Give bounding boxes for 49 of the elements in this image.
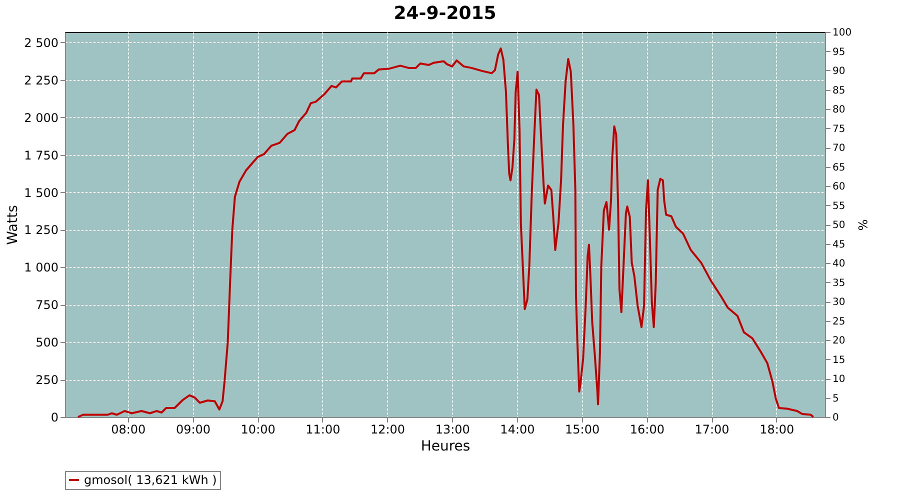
y-tick-label: 2 500 (24, 36, 58, 50)
y2-tick-label: 10 (832, 374, 846, 385)
y2-tick-label: 75 (832, 124, 846, 135)
y-tick-label: 1 250 (24, 223, 58, 238)
x-tick-label: 08:00 (111, 422, 146, 436)
y2-tick-label: 85 (832, 85, 846, 96)
y2-tick-label: 20 (832, 336, 846, 346)
line-series (76, 47, 814, 418)
x-tick-label: 11:00 (306, 422, 340, 436)
x-tick-label: 16:00 (630, 422, 664, 436)
y2-tick-label: 5 (832, 393, 839, 404)
y-tick-label: 250 (36, 373, 58, 388)
y-tick-label: 0 (50, 410, 58, 424)
y-tick-label: 2 250 (24, 73, 58, 88)
legend-label: gmosol( 13,621 kWh ) (84, 473, 217, 487)
x-tick-label: 13:00 (435, 422, 470, 436)
y-axis-title: Watts (5, 205, 22, 245)
y2-tick-label: 80 (832, 104, 846, 116)
y2-tick-label: 0 (832, 412, 839, 424)
x-tick-label: 14:00 (500, 422, 535, 436)
y2-tick-label: 70 (832, 143, 846, 154)
y2-tick-label: 15 (832, 354, 846, 366)
chart-title: 24-9-2015 (394, 3, 496, 24)
x-tick-label: 17:00 (694, 422, 730, 436)
y-tick-label: 500 (36, 336, 58, 350)
y2-tick-label: 40 (832, 258, 846, 270)
x-tick-label: 09:00 (176, 422, 211, 436)
y-tick-label: 2 000 (24, 110, 58, 125)
y2-tick-label: 45 (832, 239, 846, 250)
y2-tick-label: 100 (832, 28, 852, 38)
x-tick-label: 10:00 (240, 422, 276, 436)
y-tick-label: 750 (36, 298, 58, 312)
x-tick-label: 12:00 (370, 422, 406, 436)
y2-tick-label: 65 (832, 162, 846, 174)
y-tick-label: 1 750 (24, 148, 58, 162)
x-tick-label: 18:00 (760, 422, 794, 436)
y2-tick-label: 95 (832, 46, 846, 58)
y2-tick-label: 55 (832, 200, 846, 212)
y2-tick-label: 60 (832, 182, 846, 192)
y2-tick-label: 30 (832, 297, 846, 308)
y-tick-label: 1 500 (24, 186, 58, 200)
y-tick-label: 1 000 (24, 260, 58, 275)
x-axis-title: Heures (420, 438, 470, 454)
y2-tick-label: 50 (832, 220, 846, 231)
y2-tick-label: 35 (832, 278, 846, 289)
y2-axis-title: % (856, 219, 870, 231)
x-tick-label: 15:00 (565, 422, 600, 436)
y2-tick-label: 25 (832, 316, 846, 328)
y2-tick-label: 90 (832, 66, 846, 77)
